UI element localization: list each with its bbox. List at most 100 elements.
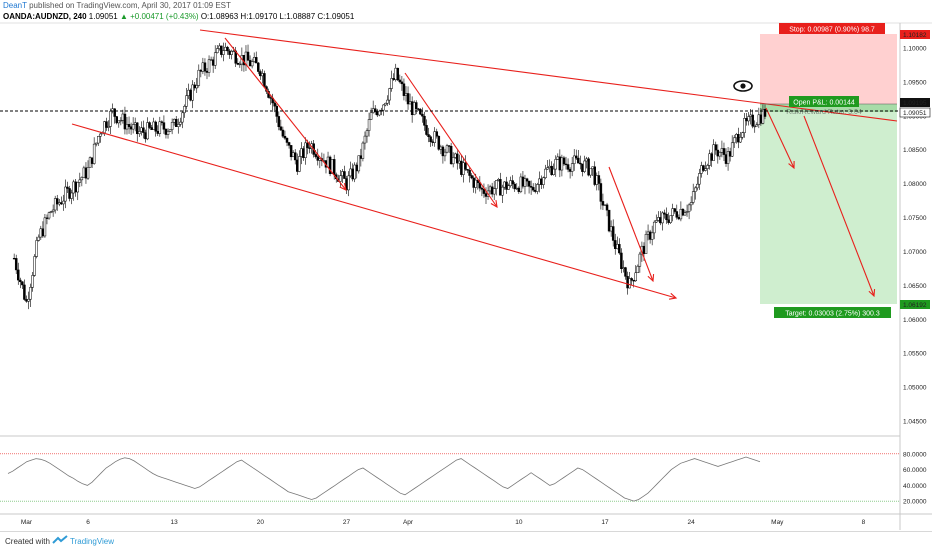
candle-body — [84, 167, 88, 179]
candle-body — [115, 116, 118, 124]
candle-body — [257, 62, 260, 72]
candle-body — [392, 78, 395, 80]
candle-body — [706, 165, 709, 169]
price-tick-label: 1.05000 — [903, 385, 927, 392]
candle-body — [611, 226, 615, 241]
candle-body — [609, 226, 613, 232]
candle-body — [460, 160, 463, 175]
candle-body — [78, 179, 82, 183]
impulse-arrow-3[interactable] — [608, 166, 654, 282]
candle-body — [172, 118, 176, 123]
candle-body — [113, 108, 116, 117]
candle-body — [646, 231, 650, 235]
eye-icon[interactable] — [733, 80, 753, 92]
candle-body — [293, 152, 297, 161]
candle-body — [466, 169, 469, 171]
candle-body — [470, 175, 473, 179]
rsi-line — [7, 456, 761, 502]
candle-body — [681, 208, 685, 216]
lower-trend-line-arrow[interactable] — [71, 123, 677, 299]
entry-text: 1.09195 — [903, 100, 927, 107]
candle-body — [304, 142, 307, 158]
candle-body — [131, 124, 135, 130]
candle-body — [732, 137, 736, 144]
candle-body — [135, 122, 139, 135]
rsi-tick-label: 80.0000 — [903, 451, 927, 458]
candle-body — [140, 127, 143, 132]
candle-body — [435, 131, 439, 137]
candle-body — [19, 279, 22, 283]
time-tick-label: 8 — [862, 519, 866, 526]
candle-body — [529, 186, 533, 188]
candle-body — [568, 169, 572, 172]
candle-body — [517, 187, 521, 192]
author-link[interactable]: DeanT — [3, 1, 27, 10]
candle-body — [218, 45, 221, 49]
candle-body — [283, 135, 287, 139]
candle-body — [53, 198, 57, 211]
time-tick-label: 24 — [688, 519, 696, 526]
candle-body — [453, 153, 457, 158]
trend-drawings[interactable] — [0, 29, 900, 300]
time-tick-label: May — [771, 519, 784, 526]
candle-body — [741, 132, 744, 138]
candle-body — [575, 155, 578, 159]
candle-body — [449, 145, 453, 165]
candle-body — [550, 165, 553, 175]
candle-body — [673, 208, 676, 212]
candle-body — [90, 157, 94, 164]
candle-body — [648, 231, 652, 240]
candle-body — [698, 173, 701, 185]
candle-body — [49, 211, 53, 213]
candle-body — [37, 236, 41, 241]
candle-body — [439, 146, 443, 150]
tradingview-brand[interactable]: TradingView — [70, 537, 115, 546]
candle-body — [519, 176, 523, 192]
candle-body — [417, 108, 420, 110]
upper-trend-line[interactable] — [199, 29, 898, 122]
candle-body — [472, 177, 475, 188]
chart-area[interactable]: 80.0000 60.0000 40.0000 20.0000 1.10000 1.09… — [0, 0, 932, 531]
candle-body — [107, 126, 110, 128]
candle-body — [82, 167, 86, 178]
candle-body — [55, 198, 59, 205]
impulse-arrow-1[interactable] — [224, 37, 347, 191]
candle-body — [119, 119, 123, 122]
impulse-arrow-2[interactable] — [404, 72, 498, 208]
candle-body — [402, 83, 406, 96]
candle-body — [252, 57, 256, 62]
candle-body — [556, 156, 560, 160]
candle-body — [236, 63, 240, 65]
candle-body — [511, 180, 514, 185]
candle-body — [230, 51, 233, 55]
candle-body — [433, 131, 436, 143]
candle-body — [429, 136, 432, 143]
candle-body — [146, 122, 149, 140]
candle-body — [737, 134, 740, 143]
candle-body — [285, 137, 289, 143]
candle-body — [388, 88, 391, 101]
candle-body — [365, 130, 369, 137]
projection-arrow-2[interactable] — [803, 115, 875, 297]
candle-body — [728, 151, 732, 157]
candle-body — [743, 118, 746, 133]
candle-body — [720, 148, 724, 153]
symbol-name[interactable]: OANDA:AUDNZD, 240 — [3, 12, 87, 21]
rsi-tick-label: 40.0000 — [903, 483, 927, 490]
candle-body — [507, 185, 510, 190]
candle-body — [577, 157, 580, 164]
candle-body — [499, 179, 502, 196]
candle-body — [254, 57, 258, 64]
candle-body — [222, 50, 225, 55]
publish-text: published on TradingView.com, April 30, … — [29, 1, 231, 10]
candle-body — [197, 69, 201, 86]
projection-arrow-1[interactable] — [765, 107, 795, 169]
candle-body — [605, 204, 609, 211]
candle-body — [45, 217, 49, 219]
candle-body — [220, 45, 223, 55]
candle-body — [226, 46, 229, 52]
candle-body — [753, 125, 756, 128]
candle-body — [410, 101, 414, 116]
candle-body — [759, 114, 763, 124]
candle-body — [316, 156, 320, 161]
